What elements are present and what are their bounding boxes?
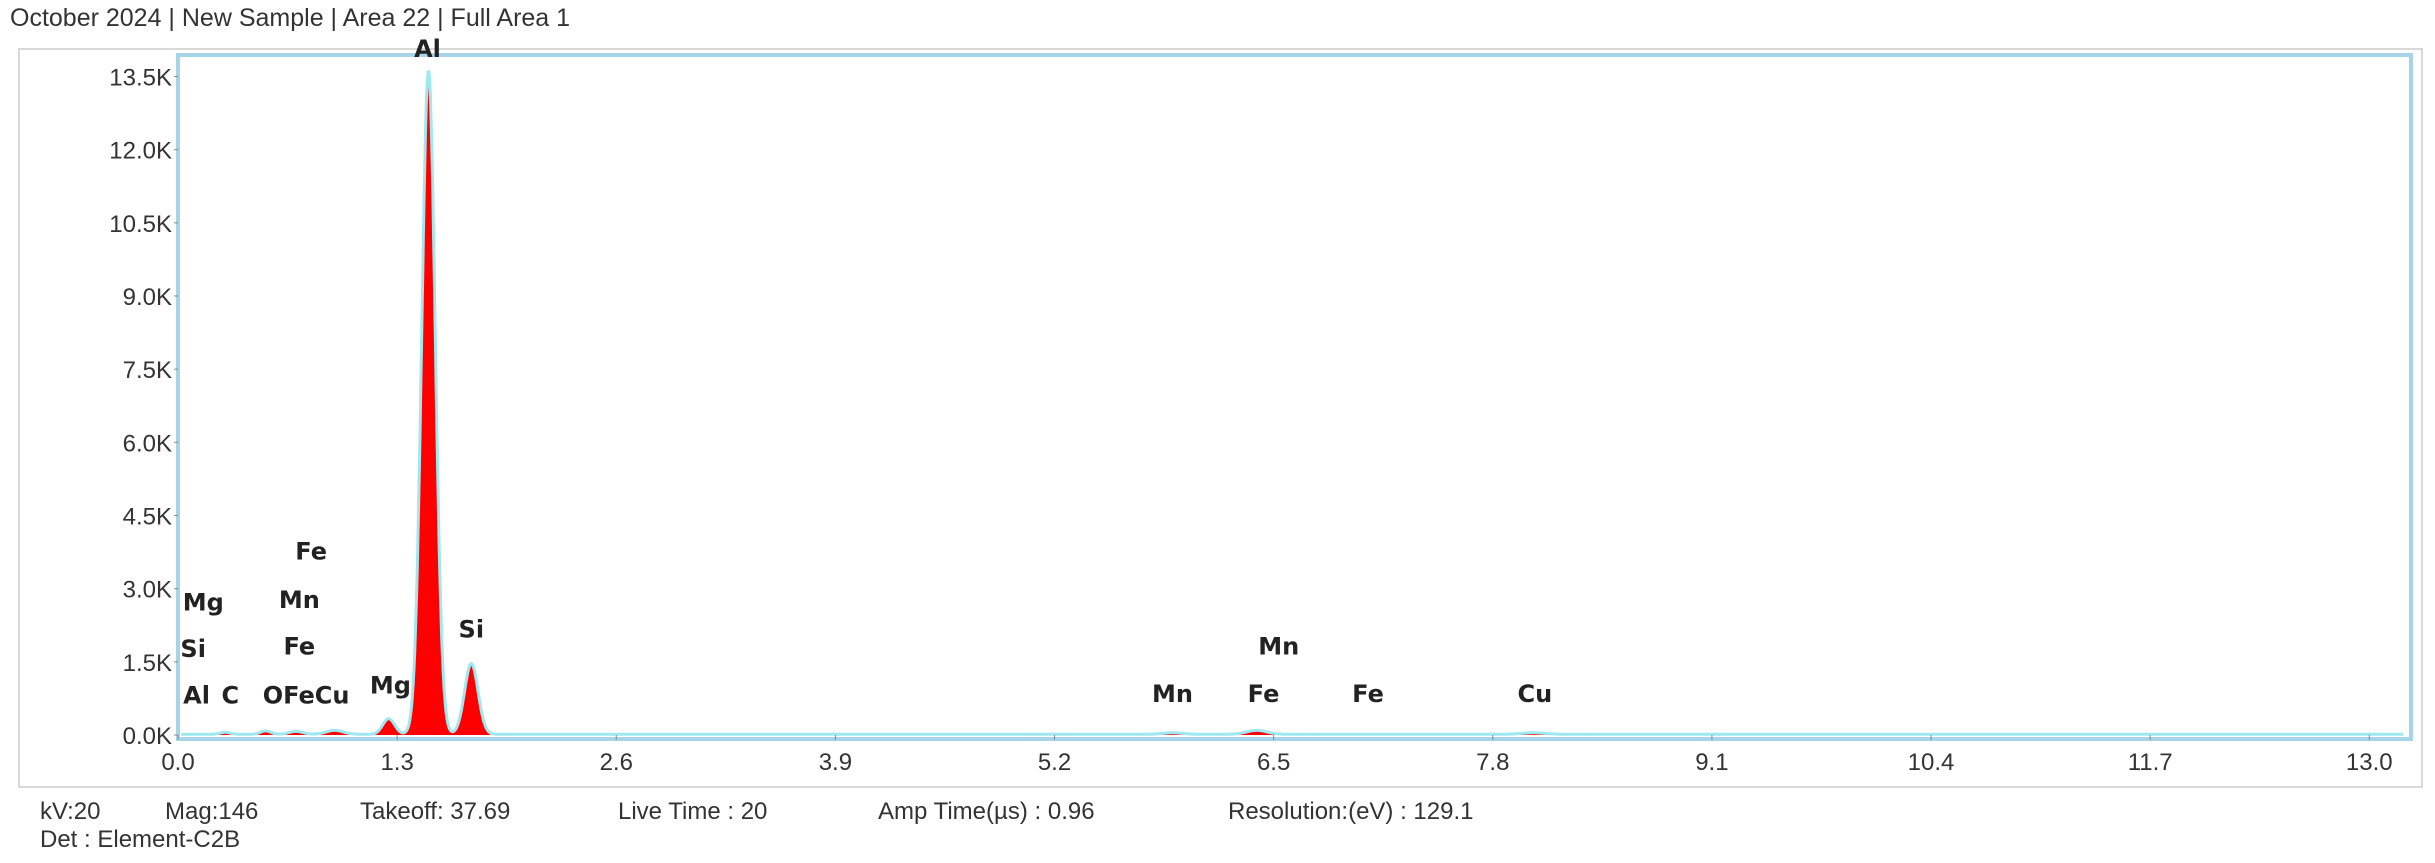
element-label: Cu <box>1518 680 1553 708</box>
takeoff-value: Takeoff: 37.69 <box>360 798 511 825</box>
element-label: Fe <box>284 633 316 661</box>
x-tick-label: 2.6 <box>600 749 633 776</box>
plot-border <box>176 53 2413 741</box>
element-label: C <box>221 681 239 709</box>
element-label: Fe <box>1352 680 1384 708</box>
y-tick-label: 9.0K <box>123 284 172 311</box>
chart-frame <box>18 48 2423 788</box>
kv-value: kV:20 <box>40 798 101 825</box>
x-tick-label: 13.0 <box>2346 749 2393 776</box>
y-tick-label: 13.5K <box>109 65 172 92</box>
y-tick-label: 10.5K <box>109 211 172 238</box>
element-label: Mn <box>279 586 320 614</box>
x-tick-label: 1.3 <box>380 749 413 776</box>
element-label: Mg <box>183 589 224 617</box>
x-tick-label: 10.4 <box>1908 749 1955 776</box>
y-tick-label: 12.0K <box>109 138 172 165</box>
x-tick-label: 11.7 <box>2128 749 2173 776</box>
x-tick-label: 7.8 <box>1476 749 1509 776</box>
element-label: Si <box>180 635 206 663</box>
element-label: Al <box>183 681 210 709</box>
spectrum-outline <box>181 70 2403 736</box>
x-tick-label: 3.9 <box>819 749 852 776</box>
spectrum-title: October 2024 | New Sample | Area 22 | Fu… <box>10 4 571 32</box>
x-tick-label: 0.0 <box>161 749 194 776</box>
y-tick-label: 1.5K <box>123 650 172 677</box>
y-tick-label: 7.5K <box>123 357 172 384</box>
element-label: Mg <box>370 672 411 700</box>
element-label: Mn <box>1258 633 1299 661</box>
amp-time-value: Amp Time(µs) : 0.96 <box>878 798 1095 825</box>
element-label: Al <box>414 35 441 63</box>
detector-info: Det : Element-C2B <box>40 826 241 853</box>
element-label: Fe <box>1248 680 1280 708</box>
y-tick-label: 3.0K <box>123 577 172 604</box>
element-label: Mn <box>1152 680 1193 708</box>
x-tick-label: 6.5 <box>1257 749 1290 776</box>
element-label: Si <box>459 615 485 643</box>
element-label: OFeCu <box>263 681 350 709</box>
x-tick-label: 9.1 <box>1695 749 1728 776</box>
resolution-value: Resolution:(eV) : 129.1 <box>1228 798 1474 825</box>
mag-value: Mag:146 <box>165 798 259 825</box>
acquisition-info: kV:20 Mag:146 Takeoff: 37.69 Live Time : 20… <box>40 798 1473 826</box>
live-time-value: Live Time : 20 <box>618 798 768 825</box>
y-tick-label: 0.0K <box>123 723 172 750</box>
element-label: Fe <box>295 537 327 565</box>
x-tick-label: 5.2 <box>1038 749 1071 776</box>
y-tick-label: 4.5K <box>123 504 172 531</box>
y-tick-label: 6.0K <box>123 430 172 457</box>
